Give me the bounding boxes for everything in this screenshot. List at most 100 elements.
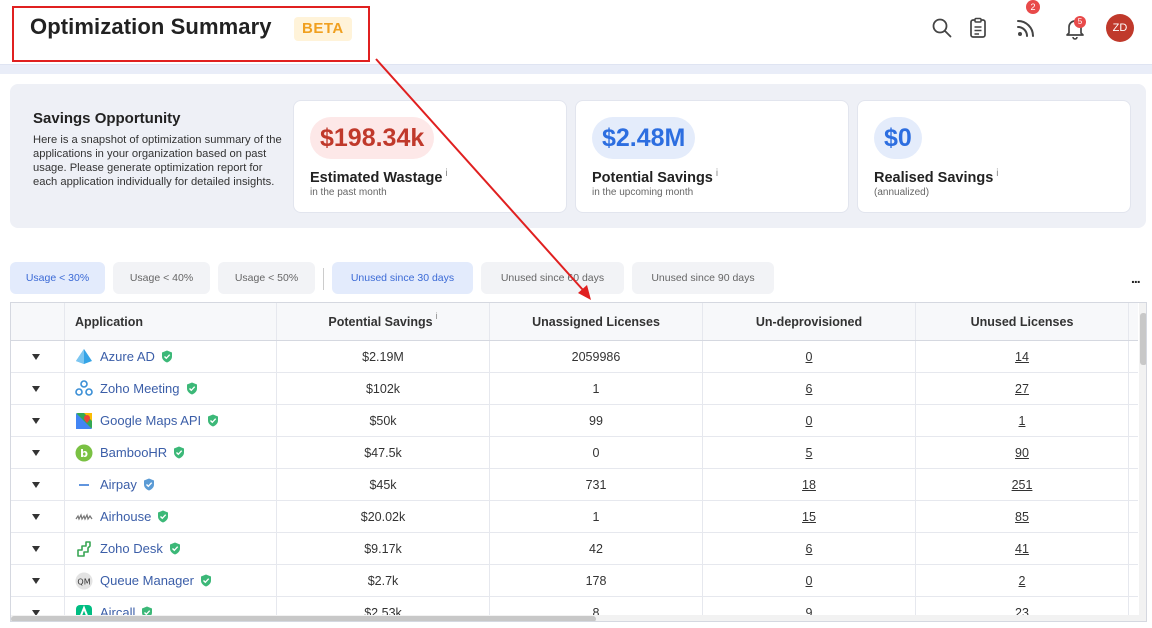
filter-usage-30[interactable]: Usage < 30%	[10, 262, 105, 294]
unassigned-licenses-cell: 99	[490, 405, 703, 436]
horizontal-scroll-thumb[interactable]	[11, 616, 596, 621]
un-deprovisioned-link[interactable]: 6	[805, 381, 813, 396]
table-row[interactable]: Airhouse $20.02k 1 15 85	[11, 501, 1138, 533]
expand-row-toggle[interactable]	[11, 405, 65, 436]
application-cell: Google Maps API	[65, 405, 277, 436]
application-link[interactable]: Airhouse	[100, 509, 152, 524]
un-deprovisioned-cell: 6	[703, 373, 916, 404]
caret-down-icon[interactable]	[31, 481, 40, 488]
application-link[interactable]: Zoho Meeting	[100, 381, 180, 396]
unassigned-licenses-cell: 731	[490, 469, 703, 500]
caret-down-icon[interactable]	[31, 449, 40, 456]
info-icon[interactable]: i	[996, 168, 999, 179]
unused-licenses-link[interactable]: 251	[1011, 477, 1033, 492]
expand-row-toggle[interactable]	[11, 437, 65, 468]
unused-licenses-cell: 85	[916, 501, 1129, 532]
info-icon[interactable]: i	[715, 168, 719, 179]
un-deprovisioned-link[interactable]: 0	[805, 573, 813, 588]
azure-ad-icon	[75, 348, 93, 366]
more-options-icon[interactable]: ...	[1131, 270, 1141, 286]
clipboard-icon[interactable]	[966, 16, 990, 40]
estimated-wastage-label: Estimated Wastage i	[310, 168, 448, 186]
vertical-scrollbar[interactable]	[1139, 303, 1146, 621]
filter-usage-40[interactable]: Usage < 40%	[113, 262, 210, 294]
un-deprovisioned-link[interactable]: 5	[805, 445, 813, 460]
expand-row-toggle[interactable]	[11, 597, 65, 621]
table-row[interactable]: Zoho Meeting $102k 1 6 27	[11, 373, 1138, 405]
potential-savings-label: Potential Savings i	[592, 168, 719, 186]
caret-down-icon[interactable]	[31, 609, 40, 616]
extra-cell	[1129, 341, 1138, 372]
unused-licenses-link[interactable]: 90	[1015, 445, 1029, 460]
un-deprovisioned-link[interactable]: 9	[805, 605, 813, 620]
unassigned-licenses-cell: 8	[490, 597, 703, 621]
unassigned-licenses-cell: 2059986	[490, 341, 703, 372]
expand-row-toggle[interactable]	[11, 373, 65, 404]
unused-licenses-link[interactable]: 1	[1018, 413, 1026, 428]
caret-down-icon[interactable]	[31, 353, 40, 360]
application-link[interactable]: Zoho Desk	[100, 541, 163, 556]
column-header-unassigned-licenses[interactable]: Unassigned Licenses	[490, 303, 703, 340]
estimated-wastage-value: $198.34k	[310, 117, 435, 159]
un-deprovisioned-link[interactable]: 0	[805, 413, 813, 428]
savings-description: Here is a snapshot of optimization summa…	[33, 134, 282, 188]
filter-unused-60[interactable]: Unused since 60 days	[481, 262, 624, 294]
column-header-unused-licenses[interactable]: Unused Licenses	[916, 303, 1129, 340]
realised-savings-value: $0	[874, 117, 922, 159]
rss-feed-icon[interactable]	[1014, 16, 1038, 40]
application-link[interactable]: Google Maps API	[100, 413, 202, 428]
expand-row-toggle[interactable]	[11, 501, 65, 532]
extra-cell	[1129, 533, 1138, 564]
table-row[interactable]: Google Maps API $50k 99 0 1	[11, 405, 1138, 437]
un-deprovisioned-cell: 0	[703, 405, 916, 436]
table-row[interactable]: Zoho Desk $9.17k 42 6 41	[11, 533, 1138, 565]
table-row[interactable]: QM Queue Manager $2.7k 178 0 2	[11, 565, 1138, 597]
un-deprovisioned-link[interactable]: 6	[805, 541, 813, 556]
svg-text:b: b	[80, 447, 88, 460]
horizontal-scrollbar[interactable]	[11, 615, 1139, 621]
caret-down-icon[interactable]	[31, 545, 40, 552]
unused-licenses-link[interactable]: 41	[1015, 541, 1029, 556]
unused-licenses-link[interactable]: 2	[1018, 573, 1026, 588]
application-cell: Zoho Meeting	[65, 373, 277, 404]
filter-unused-30[interactable]: Unused since 30 days	[332, 262, 473, 294]
info-icon[interactable]: i	[435, 311, 438, 321]
potential-savings-cell: $2.19M	[277, 341, 490, 372]
extra-cell	[1129, 405, 1138, 436]
expand-row-toggle[interactable]	[11, 341, 65, 372]
column-header-potential-savings[interactable]: Potential Savings i	[277, 303, 490, 340]
un-deprovisioned-link[interactable]: 18	[802, 477, 816, 492]
expand-row-toggle[interactable]	[11, 565, 65, 596]
table-row[interactable]: Airpay $45k 731 18 251	[11, 469, 1138, 501]
expand-row-toggle[interactable]	[11, 469, 65, 500]
extra-cell	[1129, 565, 1138, 596]
application-link[interactable]: BambooHR	[100, 445, 168, 460]
expand-row-toggle[interactable]	[11, 533, 65, 564]
caret-down-icon[interactable]	[31, 513, 40, 520]
caret-down-icon[interactable]	[31, 417, 40, 424]
caret-down-icon[interactable]	[31, 577, 40, 584]
page-header: Optimization Summary BETA 2 5 ZD	[0, 0, 1152, 64]
application-link[interactable]: Azure AD	[100, 349, 155, 364]
verified-shield-icon	[158, 510, 169, 523]
caret-down-icon[interactable]	[31, 385, 40, 392]
column-header-application[interactable]: Application	[65, 303, 277, 340]
filter-unused-90[interactable]: Unused since 90 days	[632, 262, 774, 294]
table-row[interactable]: Azure AD $2.19M 2059986 0 14	[11, 341, 1138, 373]
un-deprovisioned-link[interactable]: 0	[805, 349, 813, 364]
column-header-un-deprovisioned[interactable]: Un-deprovisioned	[703, 303, 916, 340]
unused-licenses-link[interactable]: 14	[1015, 349, 1029, 364]
search-icon[interactable]	[930, 16, 954, 40]
application-link[interactable]: Queue Manager	[100, 573, 194, 588]
filter-usage-50[interactable]: Usage < 50%	[218, 262, 315, 294]
application-link[interactable]: Airpay	[100, 477, 137, 492]
un-deprovisioned-link[interactable]: 15	[802, 509, 816, 524]
unused-licenses-link[interactable]: 85	[1015, 509, 1029, 524]
table-row[interactable]: b BambooHR $47.5k 0 5 90	[11, 437, 1138, 469]
unassigned-licenses-cell: 42	[490, 533, 703, 564]
vertical-scroll-thumb[interactable]	[1140, 313, 1146, 365]
verified-shield-icon	[186, 382, 197, 395]
user-avatar[interactable]: ZD	[1106, 14, 1134, 42]
info-icon[interactable]: i	[445, 168, 448, 179]
unused-licenses-link[interactable]: 27	[1015, 381, 1029, 396]
